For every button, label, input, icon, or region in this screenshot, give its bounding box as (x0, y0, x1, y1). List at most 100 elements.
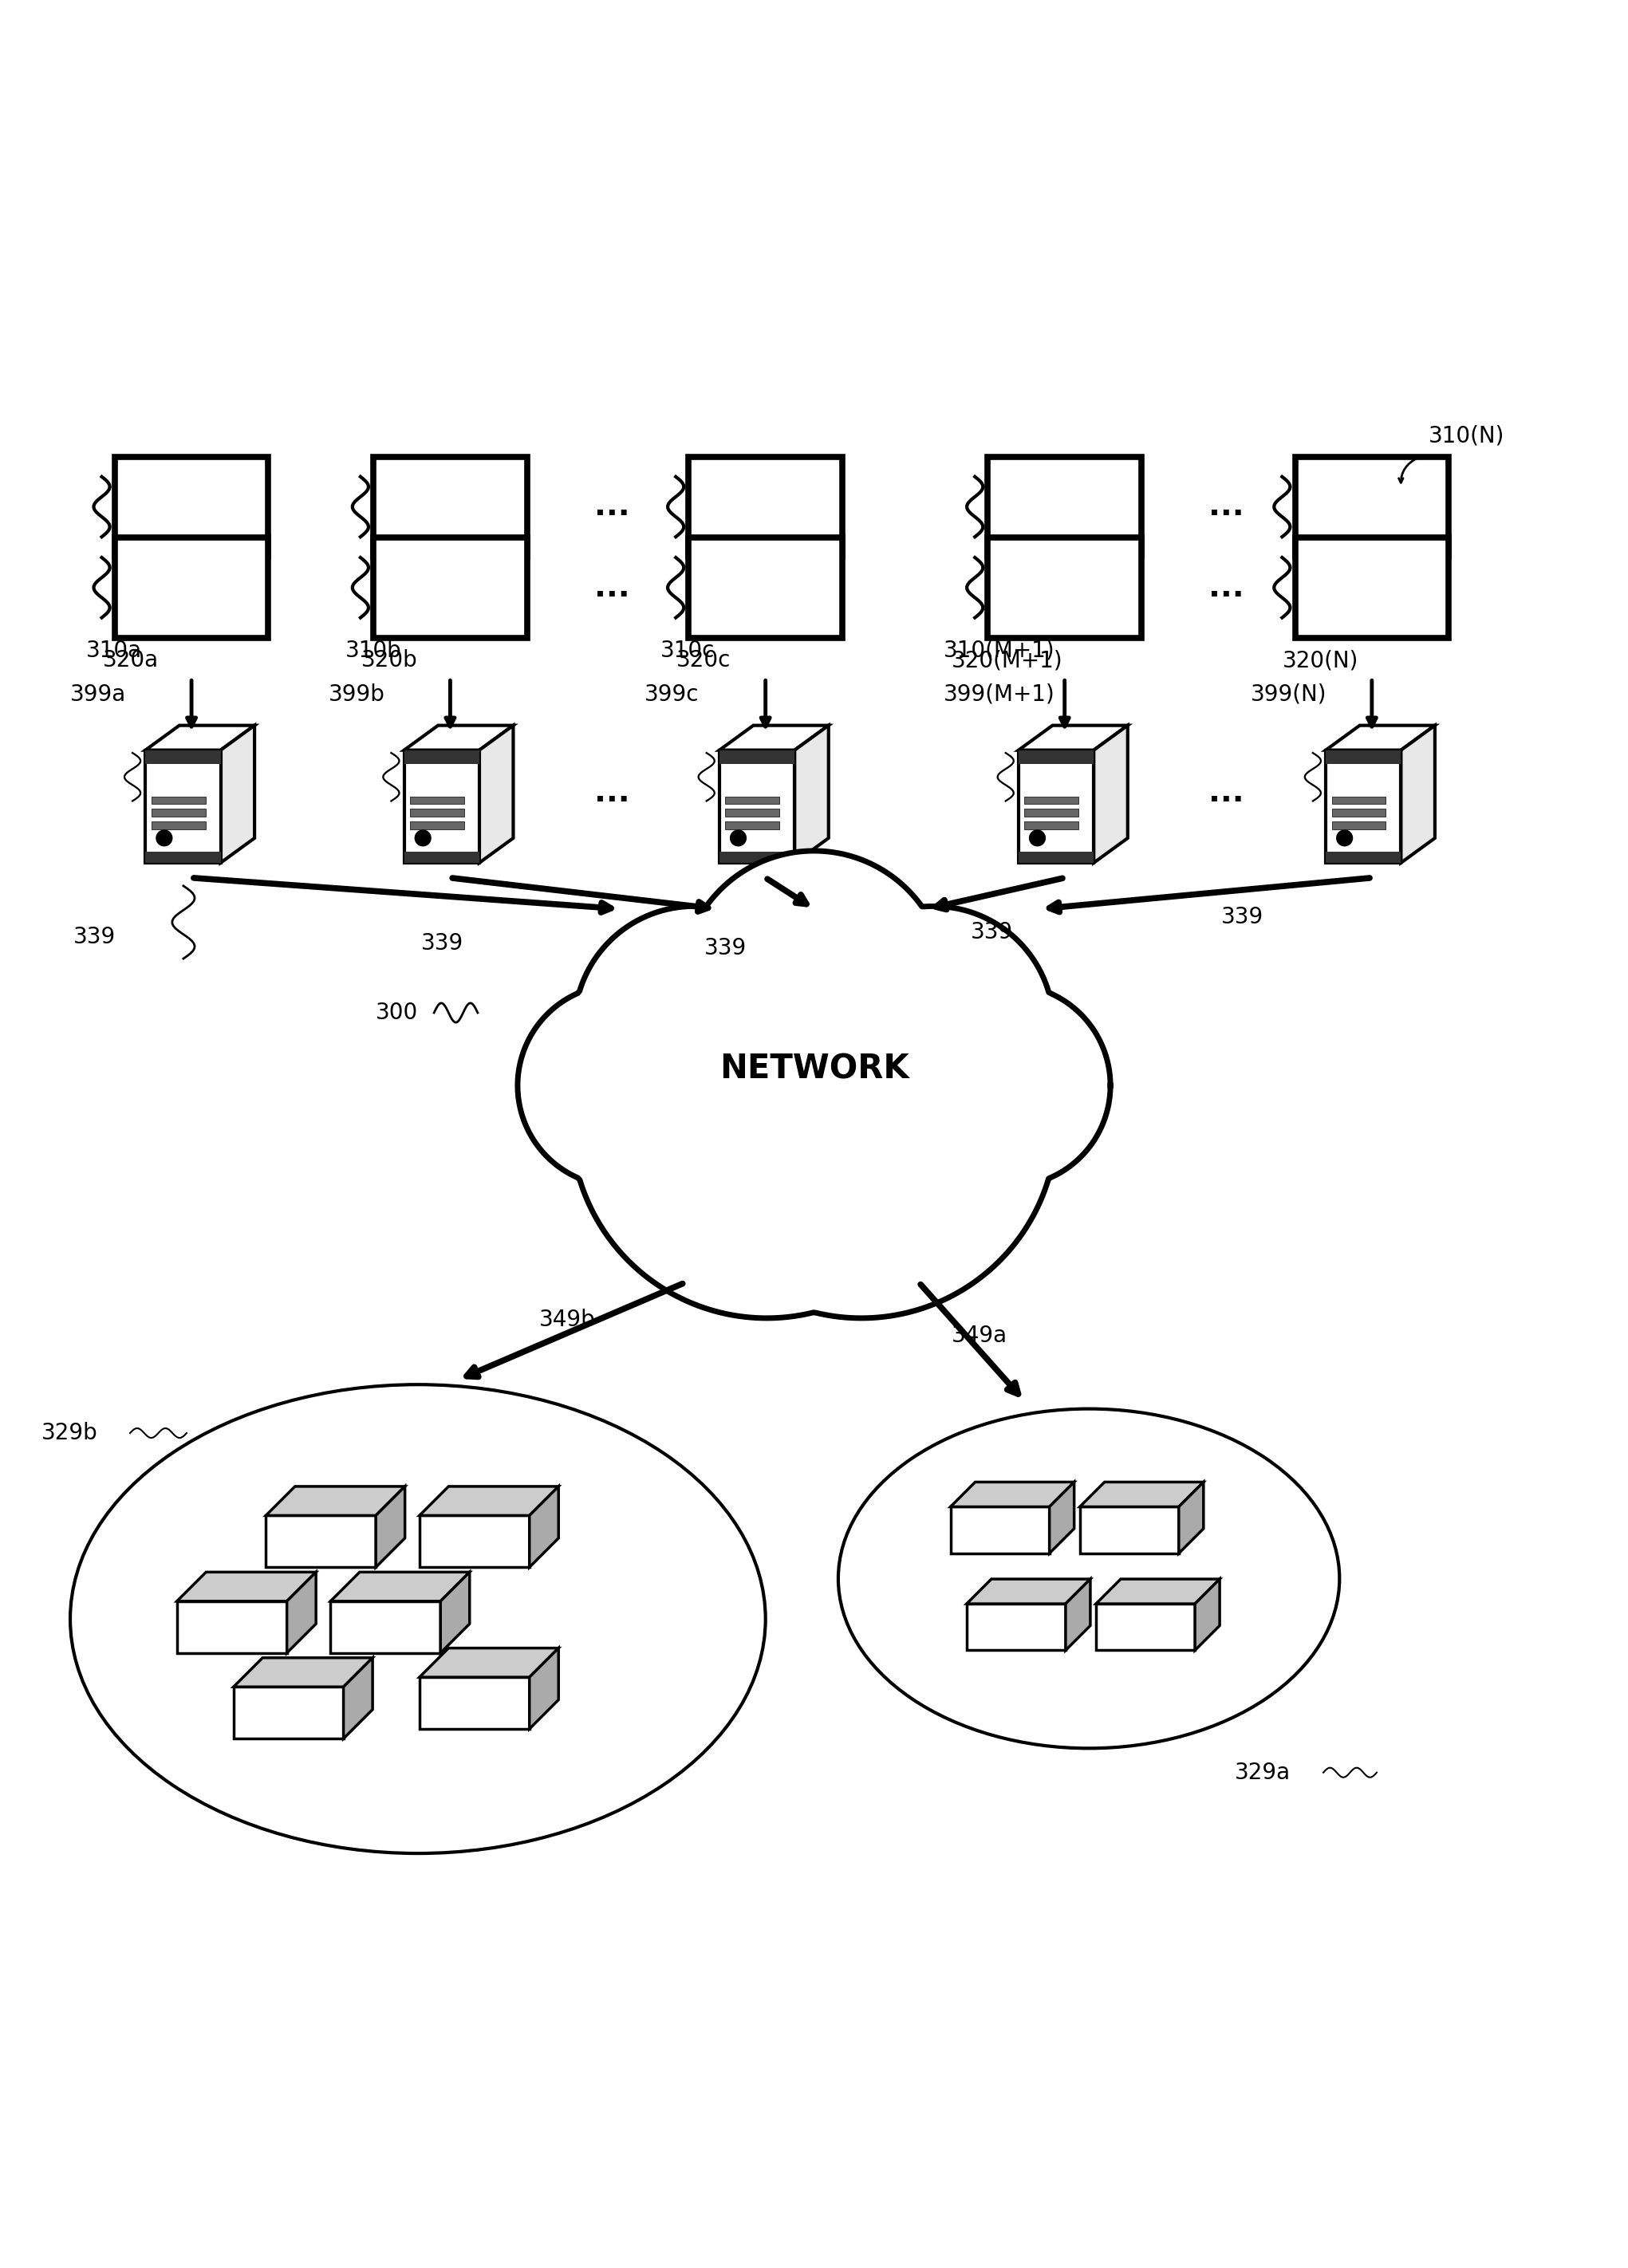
Bar (967, 1603, 1066, 1651)
Text: ...: ... (1208, 778, 1244, 807)
Polygon shape (1179, 1481, 1203, 1554)
Polygon shape (265, 1486, 405, 1515)
Polygon shape (420, 1649, 558, 1676)
Bar (404, 850, 479, 862)
Ellipse shape (838, 1408, 1340, 1749)
Bar (145, 751, 220, 862)
Bar (114, 538, 269, 637)
Polygon shape (1325, 726, 1434, 751)
Bar (1294, 456, 1449, 558)
Bar (1019, 751, 1094, 764)
Bar (726, 796, 780, 805)
Bar (330, 1601, 441, 1653)
Text: 339: 339 (970, 921, 1013, 943)
Text: 399c: 399c (645, 683, 698, 705)
Text: 399a: 399a (70, 683, 127, 705)
Ellipse shape (70, 1383, 765, 1853)
Bar (1332, 821, 1385, 830)
Circle shape (908, 984, 1110, 1186)
Text: 329a: 329a (1234, 1762, 1291, 1783)
Bar (410, 810, 464, 816)
Bar (1325, 751, 1402, 862)
Bar (145, 850, 220, 862)
Text: ...: ... (594, 572, 630, 603)
Bar (151, 810, 205, 816)
Text: 349b: 349b (539, 1309, 596, 1331)
Text: NETWORK: NETWORK (720, 1052, 908, 1086)
Bar (720, 751, 794, 862)
Circle shape (156, 830, 173, 846)
Bar (410, 821, 464, 830)
Polygon shape (1195, 1579, 1219, 1651)
Bar (1325, 751, 1402, 764)
Polygon shape (233, 1658, 373, 1687)
Bar (114, 456, 269, 558)
Bar (1325, 850, 1402, 862)
Text: 329b: 329b (41, 1422, 98, 1445)
Bar (1019, 850, 1094, 862)
Polygon shape (720, 726, 829, 751)
Circle shape (814, 907, 1053, 1145)
Text: 320b: 320b (361, 649, 418, 671)
Bar (420, 1515, 529, 1567)
Text: ...: ... (594, 778, 630, 807)
Polygon shape (518, 850, 1110, 1318)
Bar (404, 751, 479, 862)
Bar (1294, 538, 1449, 637)
Bar (145, 751, 220, 764)
Polygon shape (376, 1486, 405, 1567)
Circle shape (518, 984, 720, 1186)
Polygon shape (951, 1481, 1074, 1506)
Bar (988, 456, 1141, 558)
Polygon shape (1096, 1579, 1219, 1603)
Bar (726, 810, 780, 816)
Circle shape (666, 928, 1057, 1318)
Polygon shape (287, 1572, 316, 1653)
Bar (726, 821, 780, 830)
Bar (1332, 796, 1385, 805)
Bar (689, 456, 842, 558)
Polygon shape (967, 1579, 1091, 1603)
Text: 399b: 399b (329, 683, 386, 705)
Bar (720, 850, 794, 862)
Text: 320c: 320c (677, 649, 731, 671)
Text: 339: 339 (703, 937, 746, 959)
Bar (410, 796, 464, 805)
Circle shape (731, 830, 746, 846)
Polygon shape (1066, 1579, 1091, 1651)
Polygon shape (344, 1658, 373, 1740)
Text: 349a: 349a (951, 1325, 1008, 1347)
Bar (1079, 1506, 1179, 1554)
Bar (233, 1687, 344, 1740)
Bar (404, 751, 479, 764)
Bar (420, 1676, 529, 1728)
Bar (1024, 821, 1079, 830)
Polygon shape (1402, 726, 1434, 862)
Text: 320(M+1): 320(M+1) (951, 649, 1063, 671)
Bar (151, 821, 205, 830)
Polygon shape (529, 1486, 558, 1567)
Bar (265, 1515, 376, 1567)
Polygon shape (420, 1486, 558, 1515)
Circle shape (571, 928, 962, 1318)
Text: 339: 339 (422, 932, 464, 955)
Text: 310b: 310b (345, 640, 402, 662)
Polygon shape (330, 1572, 469, 1601)
Bar (1019, 751, 1094, 862)
Text: 310a: 310a (86, 640, 142, 662)
Bar (1096, 1603, 1195, 1651)
Polygon shape (220, 726, 254, 862)
Polygon shape (1094, 726, 1128, 862)
Text: ...: ... (1208, 492, 1244, 522)
Polygon shape (479, 726, 513, 862)
Circle shape (1029, 830, 1045, 846)
Bar (1332, 810, 1385, 816)
Text: ...: ... (1208, 572, 1244, 603)
Bar (151, 796, 205, 805)
Text: 339: 339 (73, 925, 116, 948)
Bar (951, 1506, 1050, 1554)
Polygon shape (794, 726, 829, 862)
Circle shape (575, 907, 814, 1145)
Polygon shape (145, 726, 254, 751)
Text: 310(N): 310(N) (1428, 424, 1504, 447)
